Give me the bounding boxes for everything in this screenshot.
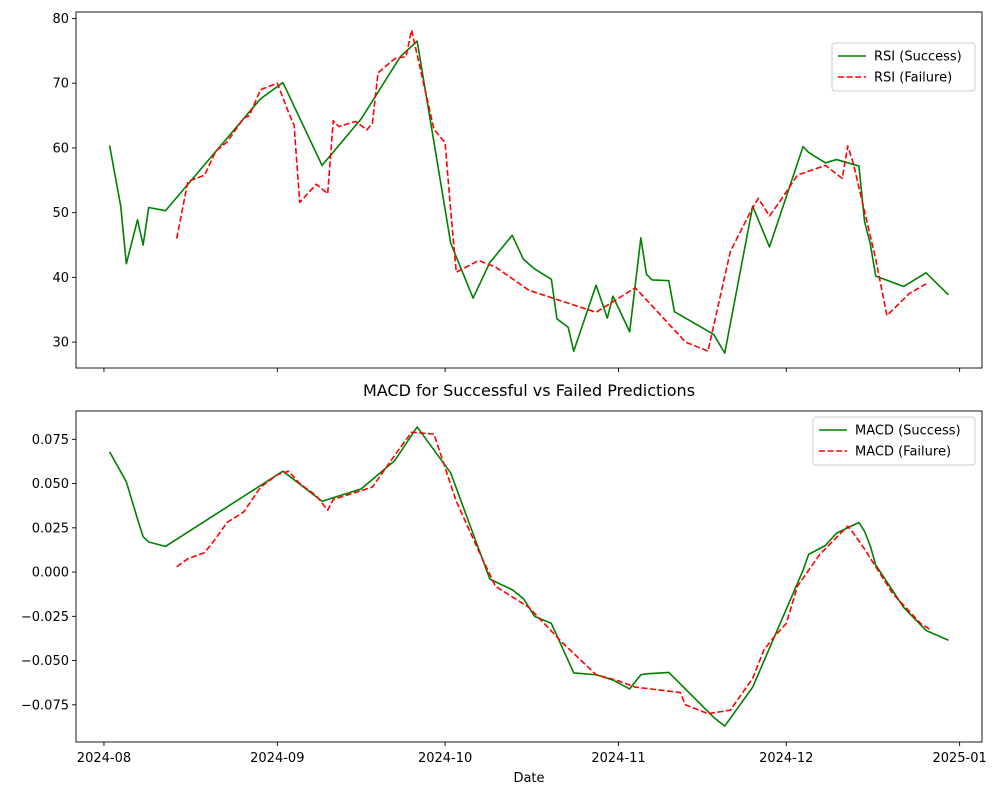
chart-panel-2: MACD for Successful vs Failed Prediction…	[21, 381, 987, 786]
x-tick-label: 2024-08	[77, 751, 131, 766]
series-line-macd-failure	[176, 431, 933, 715]
y-tick-label: −0.025	[21, 610, 69, 625]
legend-entry: MACD (Success)	[855, 424, 961, 439]
y-tick-label: 40	[52, 271, 69, 286]
y-tick-label: 50	[52, 206, 69, 221]
y-tick-label: 0.075	[32, 433, 69, 448]
y-tick-label: −0.075	[21, 698, 69, 713]
x-axis-label: Date	[513, 771, 544, 786]
y-tick-label: 0.050	[32, 477, 69, 492]
legend-entry: MACD (Failure)	[855, 445, 951, 460]
y-tick-label: 30	[52, 336, 69, 351]
legend-box	[812, 416, 976, 466]
y-tick-label: 80	[52, 12, 69, 27]
y-tick-label: 70	[52, 77, 69, 92]
series-line-rsi-success	[108, 40, 950, 354]
x-tick-label: 2024-12	[759, 751, 813, 766]
axes-frame	[75, 410, 983, 743]
x-tick-label: 2024-09	[250, 751, 304, 766]
series-line-rsi-failure	[175, 29, 927, 352]
chart-title: MACD for Successful vs Failed Prediction…	[363, 381, 695, 400]
x-tick-label: 2024-10	[418, 751, 472, 766]
axes-frame	[75, 11, 983, 369]
x-tick-label: 2025-01	[932, 751, 986, 766]
y-tick-label: −0.050	[21, 654, 69, 669]
y-tick-label: 0.025	[32, 521, 69, 536]
chart-panel-1: RSI for Successful vs Failed Predictions…	[52, 0, 983, 372]
legend: MACD (Success) MACD (Failure)	[812, 416, 976, 466]
legend-entry: RSI (Success)	[874, 50, 962, 65]
x-tick-label: 2024-11	[591, 751, 645, 766]
y-tick-label: 0.000	[32, 566, 69, 581]
chart-title: RSI for Successful vs Failed Predictions	[374, 0, 684, 1]
y-tick-label: 60	[52, 141, 69, 156]
legend-box	[831, 42, 976, 92]
legend-entry: RSI (Failure)	[874, 71, 952, 86]
legend: RSI (Success) RSI (Failure)	[831, 42, 976, 92]
